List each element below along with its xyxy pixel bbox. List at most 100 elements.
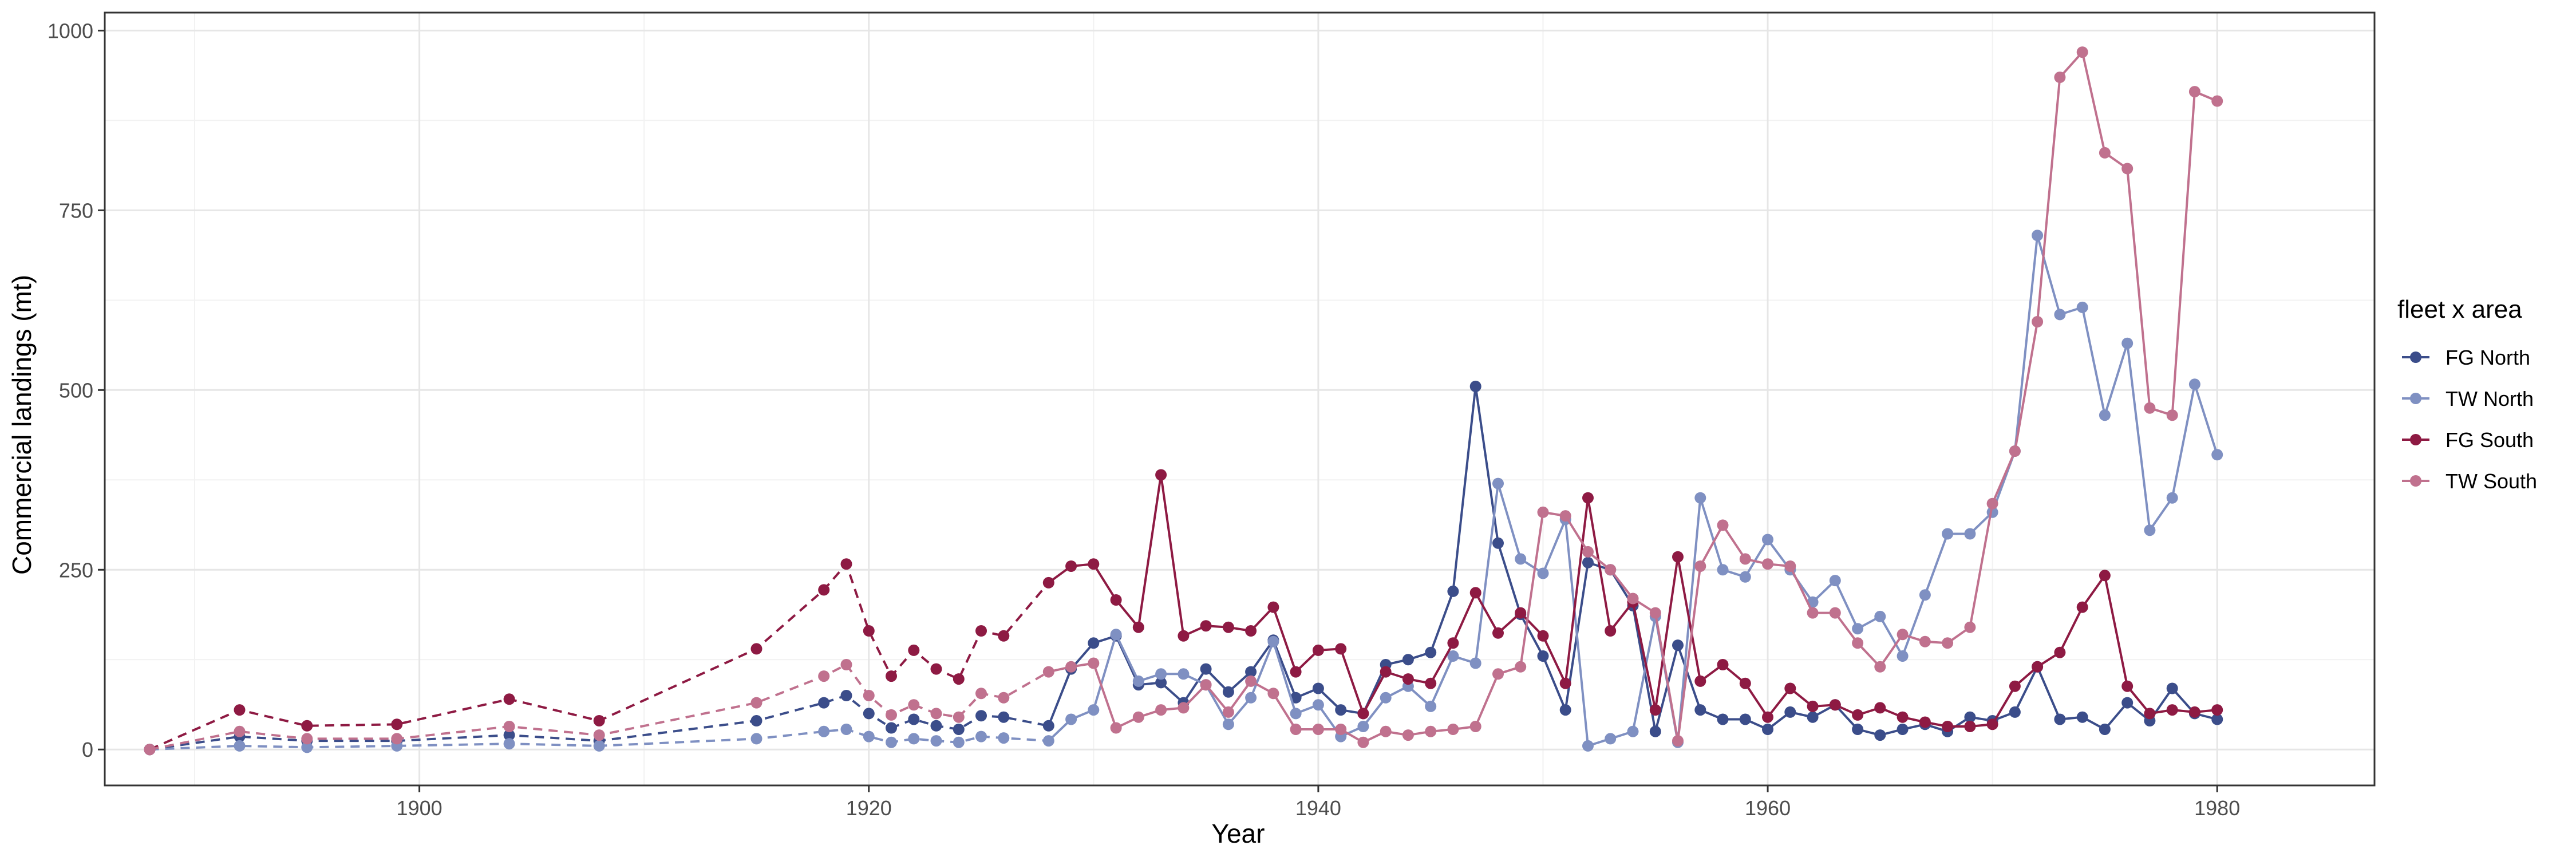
data-point: [2144, 708, 2156, 720]
series-layer: [144, 46, 2223, 756]
data-point: [234, 740, 246, 752]
data-point: [1425, 677, 1437, 689]
x-tick-label: 1960: [1745, 796, 1791, 820]
data-point: [2188, 706, 2200, 718]
data-point: [1852, 724, 1864, 735]
data-point: [1919, 589, 1931, 601]
data-point: [2009, 706, 2021, 718]
legend-items: FG North TW North FG South TW South: [2402, 346, 2537, 493]
data-point: [1178, 630, 1190, 642]
data-point: [2188, 378, 2200, 390]
data-point: [998, 692, 1010, 704]
data-point: [1065, 713, 1077, 725]
data-point: [1245, 666, 1257, 678]
data-point: [1807, 711, 1819, 723]
data-point: [1582, 546, 1594, 558]
data-point: [1178, 668, 1190, 680]
grid: [105, 13, 2374, 785]
legend-key-point: [2410, 475, 2421, 487]
data-point: [1942, 637, 1954, 649]
data-point: [953, 711, 965, 723]
data-point: [2099, 570, 2111, 582]
data-point: [953, 736, 965, 748]
data-point: [1290, 666, 1302, 678]
data-point: [1110, 594, 1122, 606]
data-point: [2054, 646, 2066, 658]
data-point: [750, 715, 762, 726]
legend-key-point: [2410, 393, 2421, 404]
x-tick-label: 1900: [397, 796, 442, 820]
data-point: [930, 720, 942, 732]
data-point: [1312, 699, 1324, 711]
axes: 1900 1920 1940 1960 1980 0 250 500 750 1000: [48, 11, 2376, 820]
data-point: [1672, 735, 1684, 747]
data-point: [1694, 560, 1706, 572]
data-point: [1042, 735, 1054, 747]
data-point: [1425, 700, 1437, 712]
data-point: [2144, 524, 2156, 536]
data-point: [886, 709, 897, 721]
legend-label: FG South: [2445, 428, 2534, 452]
data-point: [840, 558, 852, 570]
data-point: [1357, 721, 1369, 732]
data-point: [2121, 163, 2134, 175]
data-point: [863, 708, 875, 720]
data-point: [1492, 477, 1504, 489]
data-point: [1694, 675, 1706, 687]
data-point: [1739, 571, 1751, 583]
data-point: [1065, 560, 1077, 572]
data-point: [2054, 713, 2066, 725]
data-point: [886, 670, 897, 682]
data-point: [593, 740, 605, 752]
data-point: [2166, 704, 2178, 716]
data-point: [863, 730, 875, 742]
data-point: [1132, 711, 1144, 723]
data-point: [1829, 575, 1841, 587]
data-point: [2188, 86, 2200, 98]
data-point: [975, 688, 987, 700]
data-point: [1897, 724, 1909, 735]
data-point: [1155, 469, 1167, 481]
data-point: [1852, 709, 1864, 721]
data-point: [1829, 699, 1841, 711]
data-point: [1762, 711, 1773, 723]
data-point: [1739, 677, 1751, 689]
data-point: [1065, 661, 1077, 673]
data-point: [1178, 702, 1190, 714]
data-point: [1537, 506, 1549, 518]
data-point: [2076, 601, 2088, 613]
data-point: [2054, 309, 2066, 321]
data-point: [2166, 409, 2178, 421]
data-point: [840, 659, 852, 670]
data-point: [1267, 601, 1279, 613]
data-point: [818, 697, 830, 709]
data-point: [1088, 657, 1100, 669]
data-point: [2099, 724, 2111, 735]
data-point: [593, 729, 605, 741]
data-point: [1582, 740, 1594, 752]
data-point: [1110, 629, 1122, 641]
legend-item: TW South: [2402, 469, 2537, 493]
x-axis-title: Year: [1212, 819, 1265, 848]
data-point: [2099, 147, 2111, 159]
data-point: [1267, 635, 1279, 647]
data-point: [975, 710, 987, 722]
y-tick-label: 0: [82, 738, 93, 761]
data-point: [1447, 724, 1459, 735]
data-point: [1132, 675, 1144, 687]
legend: fleet x area FG North TW North FG South TW …: [2397, 295, 2537, 493]
data-point: [1627, 593, 1639, 605]
data-point: [391, 733, 403, 745]
legend-label: TW South: [2445, 469, 2537, 493]
data-point: [1582, 492, 1594, 504]
data-point: [503, 721, 515, 732]
data-point: [1042, 666, 1054, 678]
legend-label: FG North: [2445, 346, 2530, 369]
data-point: [1155, 668, 1167, 680]
data-point: [391, 718, 403, 730]
data-point: [1222, 706, 1234, 718]
data-point: [1649, 607, 1661, 619]
y-tick-label: 1000: [48, 19, 93, 42]
data-point: [886, 736, 897, 748]
data-point: [1627, 725, 1639, 737]
